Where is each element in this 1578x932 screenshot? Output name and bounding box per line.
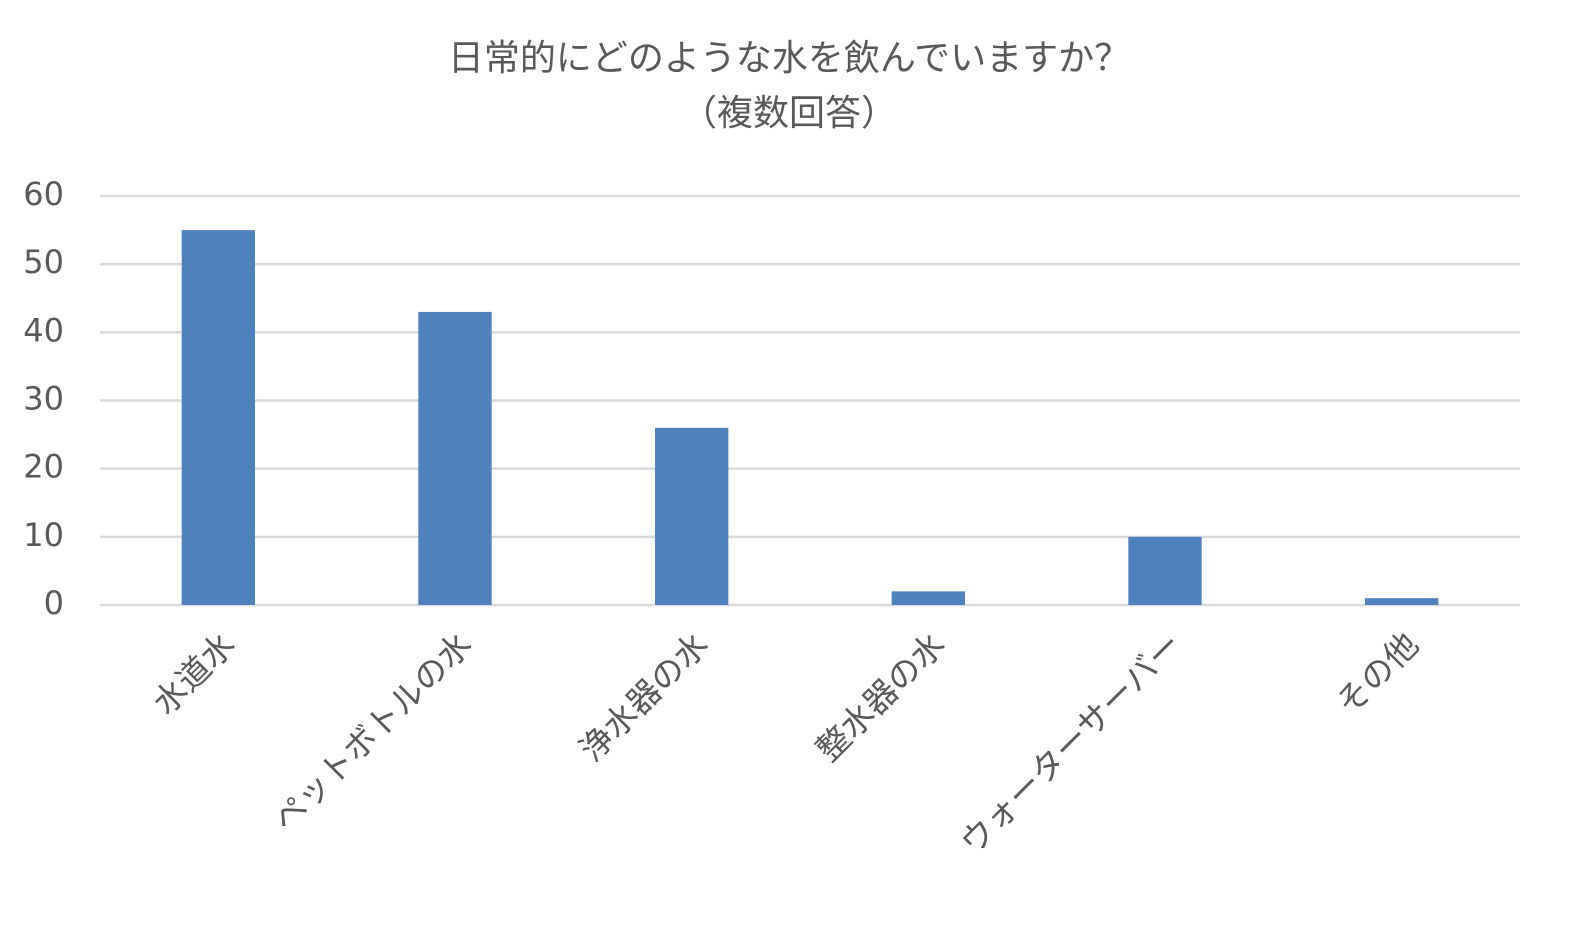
- y-tick-label: 60: [23, 175, 64, 213]
- x-tick-label: 浄水器の水: [572, 625, 716, 769]
- chart-subtitle: （複数回答）: [681, 93, 897, 134]
- x-tick-label: その他: [1328, 625, 1426, 723]
- y-tick-label: 10: [23, 516, 64, 554]
- x-tick-label: 水道水: [145, 625, 243, 723]
- x-tick-label: ウォーターサーバー: [952, 625, 1189, 862]
- bar: [891, 591, 966, 605]
- x-tick-label: ペットボトルの水: [265, 625, 479, 839]
- bar: [1128, 536, 1202, 605]
- bar: [1364, 598, 1439, 605]
- bar: [654, 427, 729, 605]
- y-tick-label: 40: [23, 311, 64, 349]
- chart-title: 日常的にどのような水を飲んでいますか？: [448, 38, 1130, 79]
- y-tick-label: 50: [23, 243, 64, 281]
- bar: [418, 311, 492, 605]
- y-tick-label: 20: [23, 448, 64, 486]
- bar: [181, 230, 256, 606]
- y-tick-label: 0: [44, 584, 64, 622]
- y-tick-label: 30: [23, 380, 64, 418]
- x-tick-label: 整水器の水: [808, 625, 952, 769]
